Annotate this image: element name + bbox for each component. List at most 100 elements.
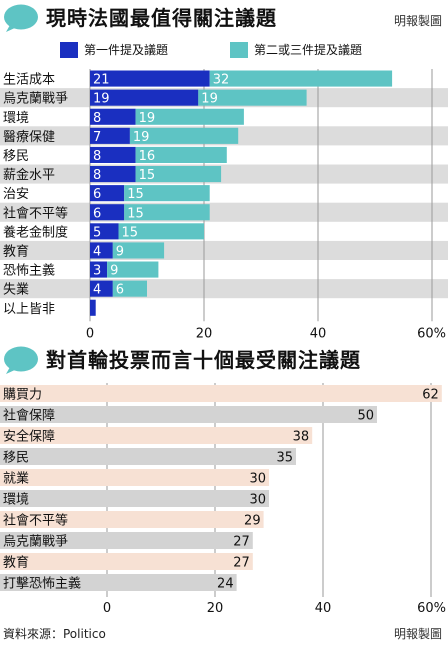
bar-value-label: 27 — [233, 535, 250, 550]
tick-label: 40 — [310, 326, 327, 341]
tick-label: 20 — [196, 326, 213, 341]
category-label: 環境 — [3, 493, 29, 508]
bar-second-mention — [135, 146, 227, 163]
bar-label-second: 19 — [139, 111, 156, 126]
bottom-chart-credit: 明報製圖 — [393, 627, 442, 641]
category-label: 社會保障 — [3, 408, 55, 424]
top-chart-title: 現時法國最值得關注議題 — [46, 6, 277, 30]
speech-bubble-icon — [4, 346, 38, 374]
bar-issue — [0, 574, 237, 591]
tick-label: 0 — [86, 326, 94, 341]
row-band — [0, 164, 448, 184]
bar-second-mention — [198, 89, 307, 106]
bar-label-second: 16 — [139, 149, 156, 164]
bar-label-first: 8 — [93, 168, 101, 183]
category-label: 購買力 — [3, 388, 42, 403]
tick-label: 60% — [417, 601, 446, 616]
bar-issue — [0, 532, 253, 549]
bar-label-first: 7 — [93, 130, 101, 145]
category-label: 醫療保健 — [3, 130, 55, 145]
category-label: 就業 — [3, 471, 29, 487]
bar-second-mention — [118, 223, 204, 240]
bar-label-first: 4 — [93, 244, 101, 259]
bar-issue — [0, 511, 264, 528]
bar-second-mention — [112, 280, 147, 297]
bar-first-mention — [90, 204, 125, 221]
bar-label-second: 32 — [213, 73, 230, 88]
bar-issue — [0, 448, 296, 465]
legend-label-second: 第二或三件提及議題 — [254, 43, 363, 57]
bar-label-first: 8 — [93, 111, 101, 126]
bar-label-second: 9 — [110, 264, 118, 279]
bar-label-second: 15 — [127, 187, 144, 202]
top-chart-header: 現時法國最值得關注議題 明報製圖 — [0, 0, 448, 38]
category-label: 社會不平等 — [3, 205, 68, 221]
row-band — [0, 240, 448, 260]
bar-first-mention — [90, 299, 96, 316]
bar-label-first: 4 — [93, 283, 101, 298]
bar-label-first: 3 — [93, 264, 101, 279]
bar-issue — [0, 469, 269, 486]
bar-label-first: 19 — [93, 92, 110, 107]
bar-label-first: 21 — [93, 73, 110, 88]
bar-second-mention — [107, 261, 159, 278]
category-label: 失業 — [3, 282, 29, 298]
bar-label-second: 9 — [116, 244, 124, 259]
bar-first-mention — [90, 127, 130, 144]
bar-issue — [0, 427, 313, 444]
category-label: 養老金制度 — [3, 224, 68, 240]
bar-value-label: 38 — [293, 430, 310, 445]
bar-issue — [0, 490, 269, 507]
bar-value-label: 30 — [249, 472, 266, 487]
top-chart-legend: 第一件提及議題 第二或三件提及議題 — [0, 40, 448, 62]
category-label: 恐怖主義 — [3, 263, 55, 279]
bar-second-mention — [129, 127, 239, 144]
bar-issue — [0, 385, 442, 402]
row-band — [0, 279, 448, 299]
bar-first-mention — [90, 146, 136, 163]
tick-label: 0 — [103, 601, 111, 616]
bar-label-second: 6 — [116, 283, 124, 298]
bar-value-label: 29 — [244, 514, 261, 529]
category-label: 烏克蘭戰爭 — [3, 534, 68, 550]
bar-second-mention — [209, 70, 393, 87]
legend-label-first: 第一件提及議題 — [84, 43, 169, 57]
bar-value-label: 50 — [357, 409, 374, 424]
top-chart-credit: 明報製圖 — [393, 14, 442, 28]
category-label: 以上皆非 — [3, 302, 55, 317]
bar-label-second: 15 — [122, 225, 139, 240]
category-label: 社會不平等 — [3, 513, 68, 529]
bar-first-mention — [90, 261, 108, 278]
bar-first-mention — [90, 166, 136, 183]
bottom-chart-source: 資料來源：Politico — [3, 627, 106, 641]
category-label: 烏克蘭戰爭 — [3, 91, 68, 107]
bottom-chart-title: 對首輪投票而言十個最受關注議題 — [46, 348, 361, 372]
bar-label-second: 19 — [133, 130, 150, 145]
bar-label-second: 15 — [127, 206, 144, 221]
bar-value-label: 24 — [217, 577, 234, 592]
bar-first-mention — [90, 242, 113, 259]
top-stacked-bar-chart: 21 32 生活成本 19 19 烏克蘭戰爭 8 19 環境 7 19 醫療保健 8 16 移民 8 15 薪金水… — [0, 69, 448, 341]
bar-first-mention — [90, 70, 210, 87]
category-label: 移民 — [3, 451, 29, 466]
legend-swatch-first — [60, 42, 78, 58]
bar-first-mention — [90, 185, 125, 202]
bar-second-mention — [124, 185, 210, 202]
bar-issue — [0, 553, 253, 570]
tick-label: 20 — [207, 601, 224, 616]
tick-label: 40 — [315, 601, 332, 616]
bar-value-label: 27 — [233, 556, 250, 571]
bar-value-label: 30 — [249, 493, 266, 508]
bar-label-first: 8 — [93, 149, 101, 164]
category-label: 教育 — [3, 243, 29, 259]
category-label: 安全保障 — [3, 429, 55, 445]
bar-label-first: 6 — [93, 187, 101, 202]
category-label: 治安 — [3, 187, 29, 202]
legend-swatch-second — [230, 42, 248, 58]
bottom-bar-chart: 購買力 62 社會保障 50 安全保障 38 移民 35 就業 30 環境 30 社會不平等 29 烏克蘭戰… — [0, 383, 446, 616]
bar-first-mention — [90, 89, 199, 106]
bar-second-mention — [124, 204, 210, 221]
bottom-chart-header: 對首輪投票而言十個最受關注議題 — [0, 342, 448, 380]
category-label: 教育 — [3, 555, 29, 571]
bar-label-second: 15 — [139, 168, 156, 183]
